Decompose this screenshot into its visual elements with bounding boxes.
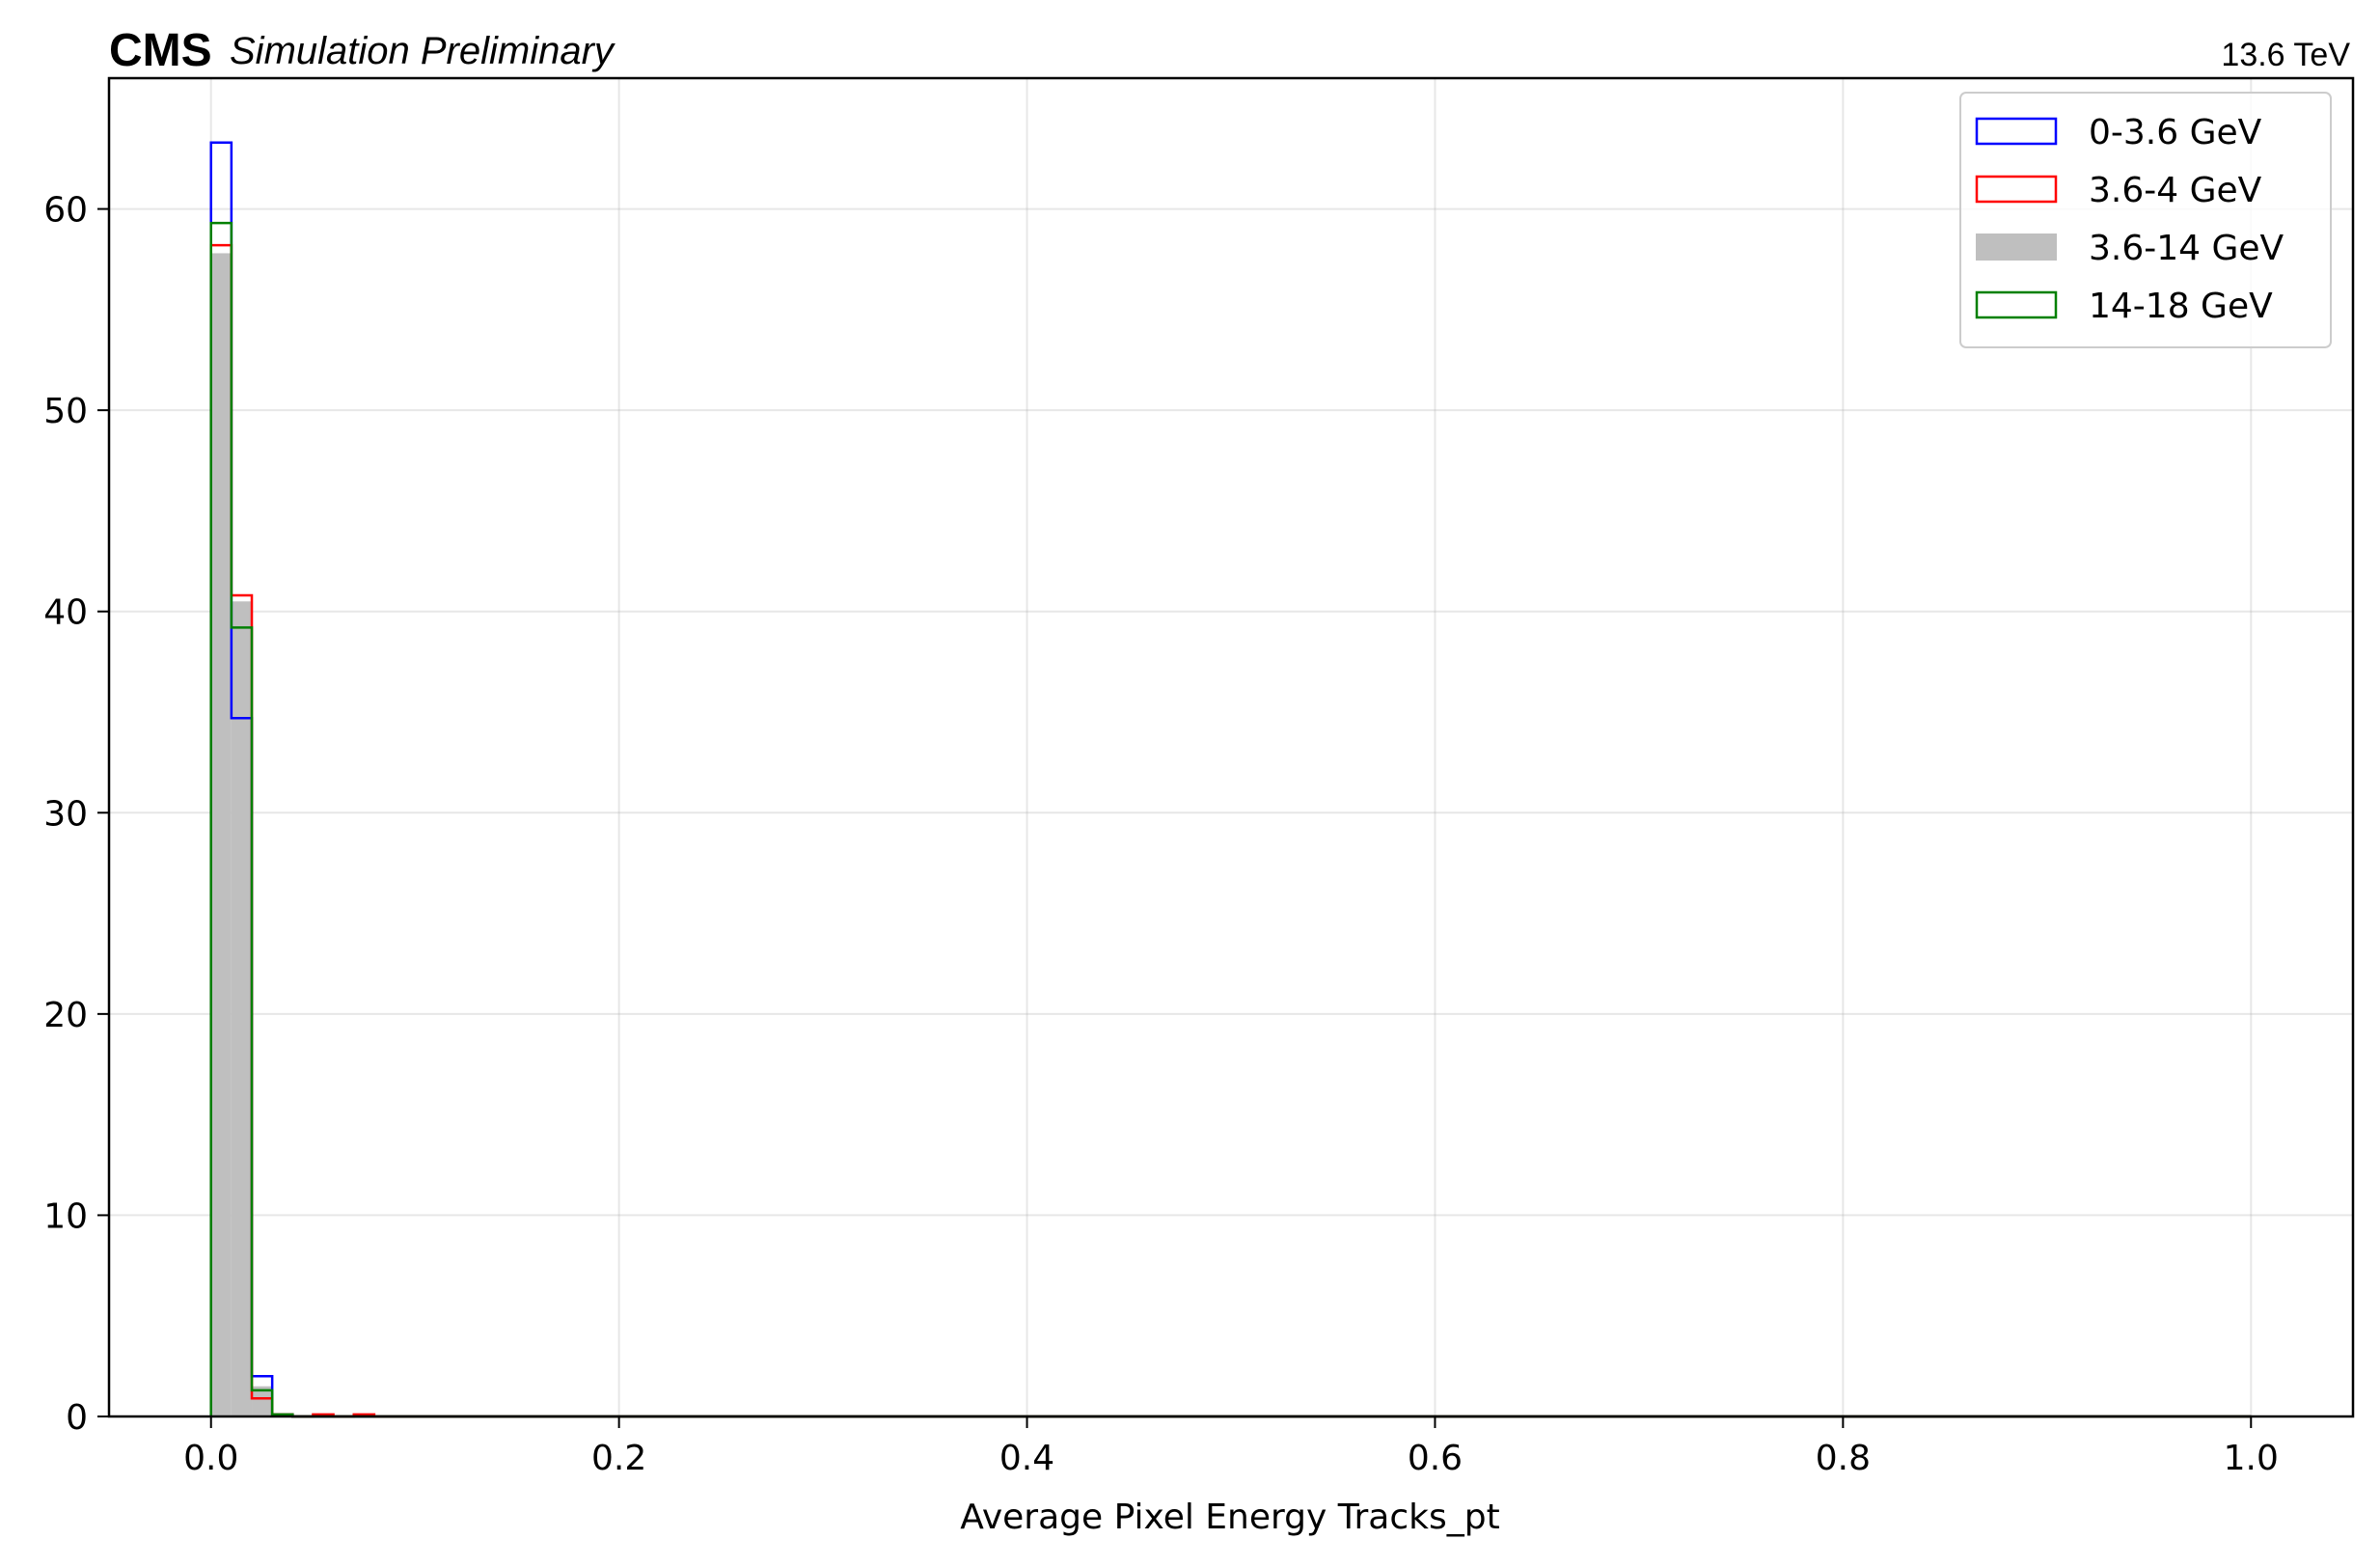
x-tick-label: 1.0 <box>2224 1439 2279 1478</box>
legend-box <box>1959 92 2332 348</box>
simulation-status-label: Simulation Preliminary <box>230 30 616 72</box>
legend: 0-3.6 GeV 3.6-4 GeV 3.6-14 GeV 14-18 GeV <box>1959 92 2332 348</box>
y-tick-label: 60 <box>43 191 88 231</box>
legend-label-0-3-6-gev: 0-3.6 GeV <box>2089 113 2262 152</box>
legend-swatch-3-6-4-gev <box>1975 175 2058 204</box>
legend-swatch-14-18-gev <box>1975 290 2058 319</box>
hist-bar-3-6-14-gev <box>210 253 232 1416</box>
y-tick-label: 40 <box>43 593 88 633</box>
x-tick-label: 0.8 <box>1816 1439 1871 1478</box>
y-tick-label: 30 <box>43 794 88 834</box>
x-tick-label: 0.2 <box>591 1439 646 1478</box>
y-tick-label: 10 <box>43 1196 88 1236</box>
legend-label-3-6-4-gev: 3.6-4 GeV <box>2089 171 2262 210</box>
legend-label-14-18-gev: 14-18 GeV <box>2089 287 2273 326</box>
hist-bar-3-6-14-gev <box>231 601 253 1416</box>
hist-bar-3-6-14-gev <box>252 1386 273 1416</box>
legend-swatch-3-6-14-gev <box>1976 234 2057 261</box>
y-tick-label: 20 <box>43 996 88 1035</box>
y-tick-label: 0 <box>66 1398 88 1438</box>
axis-ticks: 0.0 0.2 0.4 0.6 0.8 1.0 0 10 20 30 40 50 60 <box>43 191 2279 1478</box>
legend-swatch-0-3-6-gev <box>1975 117 2058 146</box>
x-tick-label: 0.0 <box>183 1439 238 1478</box>
x-axis-title: Average Pixel Energy Tracks_pt <box>960 1498 1499 1537</box>
plot-frame <box>107 76 2355 1418</box>
x-tick-label: 0.6 <box>1408 1439 1463 1478</box>
legend-label-3-6-14-gev: 3.6-14 GeV <box>2089 229 2284 268</box>
energy-label: 13.6 TeV <box>2221 37 2350 73</box>
cms-label: CMS <box>109 25 212 76</box>
x-tick-label: 0.4 <box>999 1439 1054 1478</box>
y-tick-label: 50 <box>43 392 88 431</box>
